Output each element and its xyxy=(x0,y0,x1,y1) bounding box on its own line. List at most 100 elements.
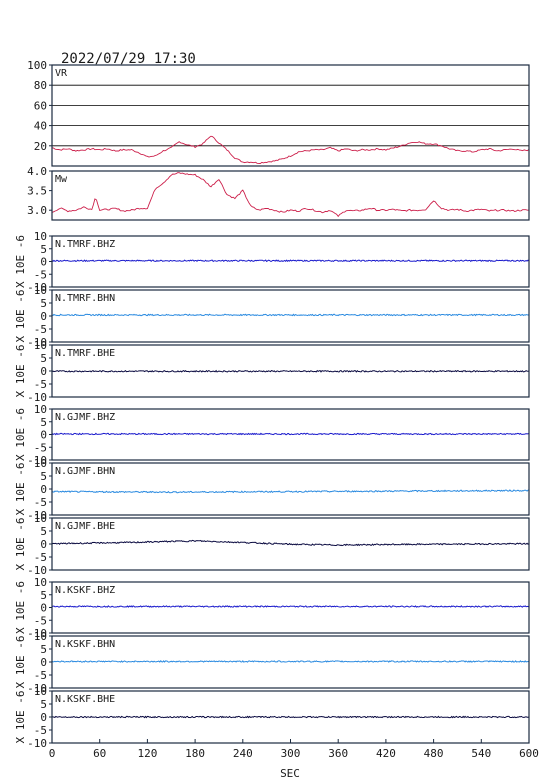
y-unit-label: X 10E -6 xyxy=(14,636,27,689)
x-tick-label: 480 xyxy=(424,747,444,760)
y-tick-label: 10 xyxy=(34,685,47,698)
panel-frame xyxy=(51,581,530,634)
y-tick-label: 20 xyxy=(34,140,47,153)
series-line-mw xyxy=(51,172,530,218)
y-unit-label: X 10E -6 xyxy=(14,290,27,343)
y-tick-label: 10 xyxy=(34,630,47,643)
y-tick-label: 10 xyxy=(34,284,47,297)
series-line-kskf-bhe xyxy=(51,715,530,719)
y-tick-label: 0 xyxy=(40,365,47,378)
y-tick-label: -10 xyxy=(27,454,47,467)
panel-frame xyxy=(51,235,530,288)
y-tick-label: 0 xyxy=(40,711,47,724)
panel-label: N.TMRF.BHZ xyxy=(55,239,115,250)
y-tick-label: -5 xyxy=(34,496,47,509)
series-line-tmrf-bhe xyxy=(51,369,530,373)
y-tick-label: -10 xyxy=(27,564,47,577)
panel-label: N.TMRF.BHN xyxy=(55,293,115,304)
x-axis-label: SEC xyxy=(280,767,300,780)
y-tick-label: 40 xyxy=(34,120,47,133)
y-tick-label: 0 xyxy=(40,256,47,269)
y-tick-label: 0 xyxy=(40,483,47,496)
y-unit-label: X 10E -6 xyxy=(14,463,27,516)
y-tick-label: -5 xyxy=(34,323,47,336)
y-unit-label: X 10E -6 xyxy=(14,408,27,461)
panel-frame xyxy=(51,64,530,167)
panel-label: N.KSKF.BHN xyxy=(55,639,115,650)
y-tick-label: 0 xyxy=(40,602,47,615)
y-tick-label: -5 xyxy=(34,378,47,391)
y-tick-label: -5 xyxy=(34,551,47,564)
x-tick-label: 0 xyxy=(49,747,56,760)
y-tick-label: -10 xyxy=(27,627,47,640)
panel-label: N.KSKF.BHE xyxy=(55,694,115,705)
x-tick-label: 360 xyxy=(328,747,348,760)
y-tick-label: -5 xyxy=(34,614,47,627)
series-line-kskf-bhn xyxy=(51,660,530,663)
y-tick-label: 0 xyxy=(40,310,47,323)
y-tick-label: 60 xyxy=(34,99,47,112)
timestamp-label: 2022/07/29 17:30 xyxy=(61,51,196,67)
y-tick-label: 3.0 xyxy=(27,204,47,217)
series-line-tmrf-bhz xyxy=(51,259,530,263)
y-tick-label: -10 xyxy=(27,737,47,750)
panel-frame xyxy=(51,170,530,221)
y-unit-label: X 10E -6 xyxy=(14,345,27,398)
y-tick-label: 5 xyxy=(40,643,47,656)
y-tick-label: 5 xyxy=(40,698,47,711)
y-tick-label: -10 xyxy=(27,682,47,695)
x-tick-label: 180 xyxy=(185,747,205,760)
y-tick-label: -10 xyxy=(27,509,47,522)
y-tick-label: 0 xyxy=(40,538,47,551)
y-tick-label: 10 xyxy=(34,457,47,470)
y-tick-label: 80 xyxy=(34,79,47,92)
x-tick-label: 240 xyxy=(233,747,253,760)
series-line-kskf-bhz xyxy=(51,605,530,608)
series-line-vr xyxy=(51,135,530,164)
panel-frame xyxy=(51,462,530,516)
y-tick-label: 4.0 xyxy=(27,165,47,178)
y-unit-label: X 10E -6 xyxy=(14,691,27,744)
y-tick-label: 5 xyxy=(40,297,47,310)
y-tick-label: 100 xyxy=(27,59,47,72)
y-unit-label: X 10E -6 xyxy=(14,518,27,571)
y-tick-label: 5 xyxy=(40,470,47,483)
x-tick-label: 540 xyxy=(471,747,491,760)
y-tick-label: -5 xyxy=(34,441,47,454)
y-unit-label: X 10E -6 xyxy=(14,581,27,634)
y-tick-label: 10 xyxy=(34,230,47,243)
panels-group: 10080604020VR4.03.53.0Mw1050-5-10N.TMRF.… xyxy=(14,59,530,750)
y-tick-label: -10 xyxy=(27,281,47,294)
y-unit-label: X 10E -6 xyxy=(14,235,27,288)
x-tick-label: 420 xyxy=(376,747,396,760)
x-tick-label: 600 xyxy=(519,747,539,760)
panel-label: Mw xyxy=(55,174,68,185)
series-line-gjmf-bhz xyxy=(51,432,530,436)
y-tick-label: 3.5 xyxy=(27,185,47,198)
x-tick-label: 120 xyxy=(137,747,157,760)
panel-label: N.TMRF.BHE xyxy=(55,348,115,359)
y-tick-label: 10 xyxy=(34,576,47,589)
panel-mw: 4.0 3.5 3.0 Mw xyxy=(27,165,530,221)
y-tick-label: 5 xyxy=(40,243,47,256)
series-line-gjmf-bhe xyxy=(51,539,530,547)
y-tick-label: -10 xyxy=(27,391,47,404)
y-tick-label: 5 xyxy=(40,525,47,538)
y-tick-label: 5 xyxy=(40,352,47,365)
y-tick-label: -5 xyxy=(34,724,47,737)
panel-label: VR xyxy=(55,68,68,79)
panel-label: N.KSKF.BHZ xyxy=(55,585,115,596)
panel-label: N.GJMF.BHN xyxy=(55,466,115,477)
x-tick-label: 300 xyxy=(281,747,301,760)
y-tick-label: 10 xyxy=(34,339,47,352)
y-tick-label: -10 xyxy=(27,336,47,349)
